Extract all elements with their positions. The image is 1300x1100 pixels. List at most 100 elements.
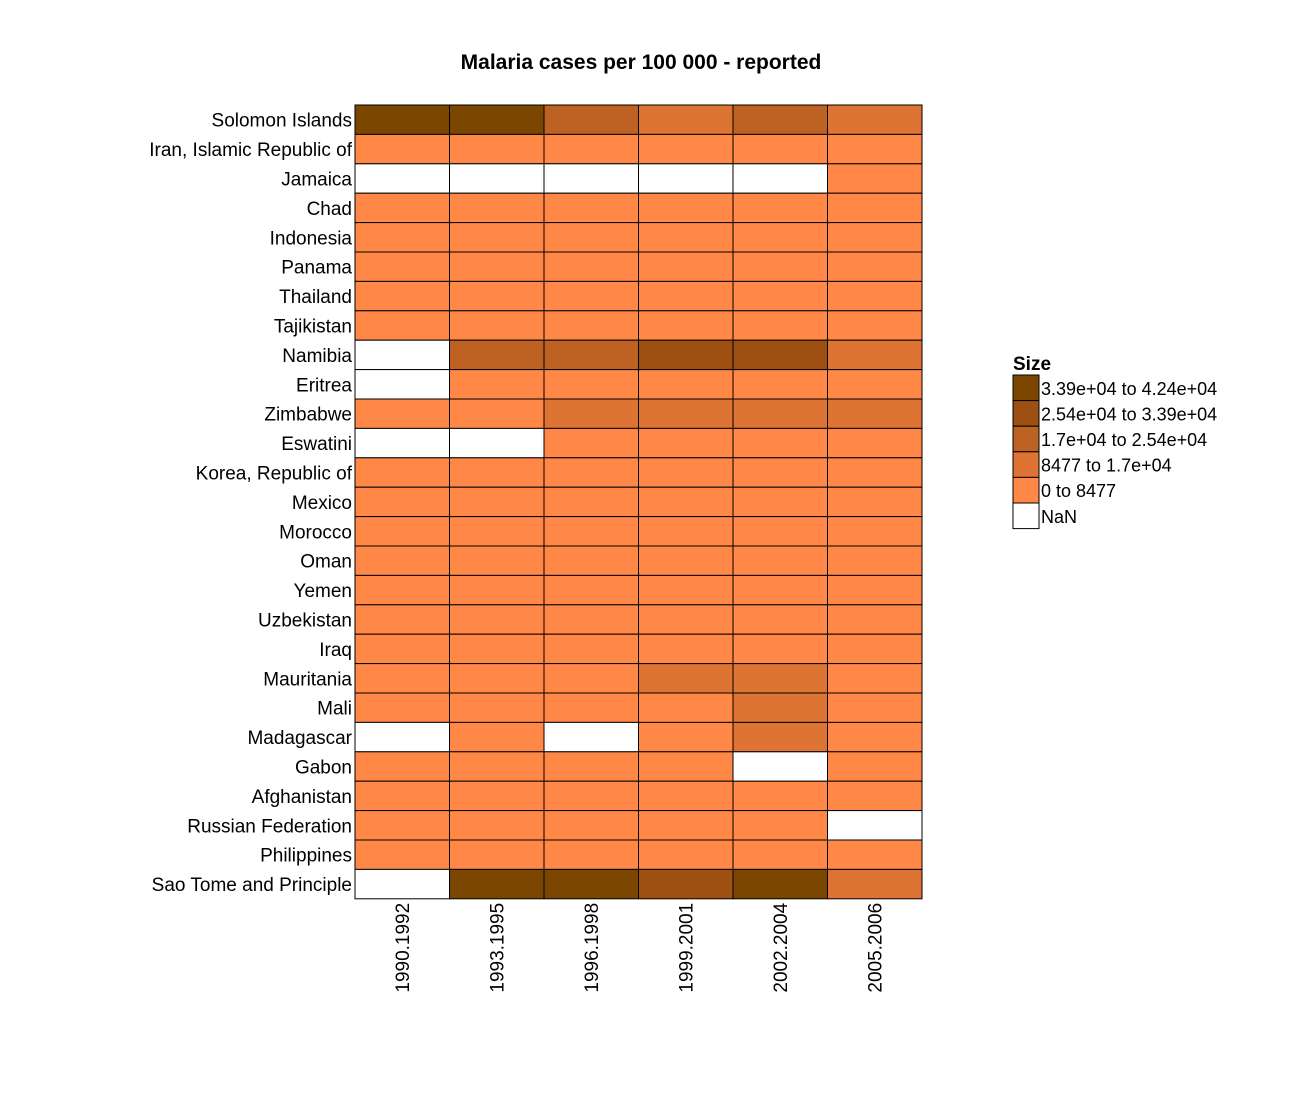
heatmap-cell	[733, 840, 828, 869]
row-label: Thailand	[279, 287, 352, 308]
heatmap-cell	[450, 370, 545, 399]
legend-swatch	[1013, 452, 1039, 478]
heatmap-cell	[544, 193, 639, 222]
row-label: Iran, Islamic Republic of	[149, 140, 352, 161]
heatmap-cell	[544, 252, 639, 281]
legend-label: 3.39e+04 to 4.24e+04	[1041, 379, 1217, 399]
heatmap-cell	[639, 781, 734, 810]
heatmap-cell	[733, 517, 828, 546]
heatmap-cell	[355, 223, 450, 252]
row-label: Indonesia	[270, 228, 353, 249]
column-label: 1999.2001	[677, 903, 698, 993]
heatmap-cell	[828, 605, 923, 634]
row-label: Yemen	[294, 581, 352, 602]
row-label: Mexico	[292, 493, 352, 514]
row-label: Tajikistan	[274, 317, 352, 338]
heatmap-cell	[639, 634, 734, 663]
heatmap-cell	[355, 311, 450, 340]
row-label: Panama	[281, 258, 352, 279]
legend-swatch	[1013, 477, 1039, 503]
row-label: Namibia	[282, 346, 352, 367]
heatmap-cell	[450, 634, 545, 663]
heatmap-cell	[828, 340, 923, 369]
legend-label: 0 to 8477	[1041, 481, 1116, 501]
row-label: Philippines	[260, 846, 352, 867]
row-label: Chad	[307, 199, 352, 220]
legend-swatch	[1013, 375, 1039, 401]
legend-label: 1.7e+04 to 2.54e+04	[1041, 430, 1207, 450]
heatmap-cell	[355, 458, 450, 487]
heatmap-cell	[355, 840, 450, 869]
heatmap-cell	[450, 252, 545, 281]
heatmap-cell	[355, 722, 450, 751]
heatmap-cell	[355, 340, 450, 369]
heatmap-cell	[450, 811, 545, 840]
heatmap-cell	[828, 458, 923, 487]
heatmap-cell	[544, 722, 639, 751]
heatmap-cell	[639, 281, 734, 310]
heatmap-cell	[639, 252, 734, 281]
heatmap-cell	[733, 105, 828, 134]
heatmap-cell	[828, 575, 923, 604]
heatmap-cell	[828, 752, 923, 781]
heatmap-cell	[639, 546, 734, 575]
heatmap-cell	[733, 399, 828, 428]
heatmap-cell	[450, 575, 545, 604]
heatmap-cell	[450, 781, 545, 810]
legend-swatch	[1013, 401, 1039, 427]
row-label: Mauritania	[263, 669, 352, 690]
row-label: Sao Tome and Principle	[152, 875, 352, 896]
heatmap-cell	[355, 252, 450, 281]
heatmap-cell	[828, 164, 923, 193]
heatmap-cell	[733, 634, 828, 663]
heatmap-cell	[828, 399, 923, 428]
heatmap-cell	[544, 105, 639, 134]
column-label: 2002.2004	[771, 902, 792, 992]
heatmap-cell	[355, 605, 450, 634]
heatmap-cell	[355, 811, 450, 840]
legend-swatch	[1013, 426, 1039, 452]
heatmap-cell	[733, 134, 828, 163]
heatmap-cell	[828, 722, 923, 751]
heatmap-cell	[450, 693, 545, 722]
heatmap-cell	[733, 223, 828, 252]
heatmap-cell	[544, 840, 639, 869]
row-label: Russian Federation	[187, 816, 352, 837]
heatmap-cell	[544, 487, 639, 516]
row-label: Afghanistan	[252, 787, 352, 808]
heatmap-cell	[639, 164, 734, 193]
heatmap-cell	[355, 193, 450, 222]
heatmap-cell	[355, 546, 450, 575]
heatmap-cell	[733, 664, 828, 693]
legend-label: 8477 to 1.7e+04	[1041, 456, 1172, 476]
heatmap-cell	[544, 664, 639, 693]
row-label: Mali	[317, 699, 352, 720]
row-label: Morocco	[279, 522, 352, 543]
heatmap-cell	[544, 517, 639, 546]
column-label: 1990.1992	[393, 903, 414, 993]
heatmap-cell	[355, 134, 450, 163]
heatmap-cell	[450, 752, 545, 781]
row-label: Korea, Republic of	[196, 464, 353, 485]
heatmap-cell	[544, 340, 639, 369]
heatmap-cell	[544, 869, 639, 898]
legend: Size 3.39e+04 to 4.24e+04 2.54e+04 to 3.3…	[1013, 354, 1217, 529]
heatmap-cell	[639, 105, 734, 134]
heatmap-cell	[450, 546, 545, 575]
column-label: 1996.1998	[582, 903, 603, 993]
heatmap-cell	[828, 634, 923, 663]
legend-items: 3.39e+04 to 4.24e+04 2.54e+04 to 3.39e+04…	[1013, 375, 1217, 529]
row-label: Iraq	[319, 640, 352, 661]
heatmap-cell	[828, 428, 923, 457]
heatmap-cell	[450, 223, 545, 252]
heatmap-cell	[639, 517, 734, 546]
heatmap-cell	[828, 693, 923, 722]
heatmap-cell	[450, 722, 545, 751]
heatmap-cell	[733, 605, 828, 634]
row-label: Uzbekistan	[258, 611, 352, 632]
heatmap-cell	[450, 458, 545, 487]
heatmap-cell	[639, 664, 734, 693]
heatmap-cell	[733, 693, 828, 722]
heatmap-cells	[355, 105, 922, 899]
